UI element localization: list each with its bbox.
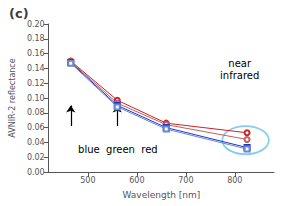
svg-text:AVNIR-2 reflectance: AVNIR-2 reflectance [8,58,17,137]
svg-text:0.12: 0.12 [27,79,45,88]
svg-text:0.04: 0.04 [27,138,45,147]
svg-text:0.14: 0.14 [27,64,45,73]
svg-text:800: 800 [227,176,242,185]
svg-text:0.16: 0.16 [27,49,45,58]
svg-text:0.06: 0.06 [27,123,45,132]
svg-text:Wavelength [nm]: Wavelength [nm] [122,190,200,200]
svg-text:0.10: 0.10 [27,94,45,103]
svg-text:0.18: 0.18 [27,34,45,43]
svg-text:600: 600 [129,176,144,185]
svg-text:0.00: 0.00 [27,168,45,177]
svg-text:0.02: 0.02 [27,153,45,162]
svg-text:(c): (c) [9,6,29,21]
svg-text:infrared: infrared [220,70,259,81]
svg-text:blue green red: blue green red [78,144,158,155]
svg-text:0.20: 0.20 [27,20,45,29]
svg-text:500: 500 [80,176,95,185]
svg-text:0.08: 0.08 [27,108,45,117]
svg-text:700: 700 [178,176,193,185]
svg-text:near: near [228,58,252,69]
